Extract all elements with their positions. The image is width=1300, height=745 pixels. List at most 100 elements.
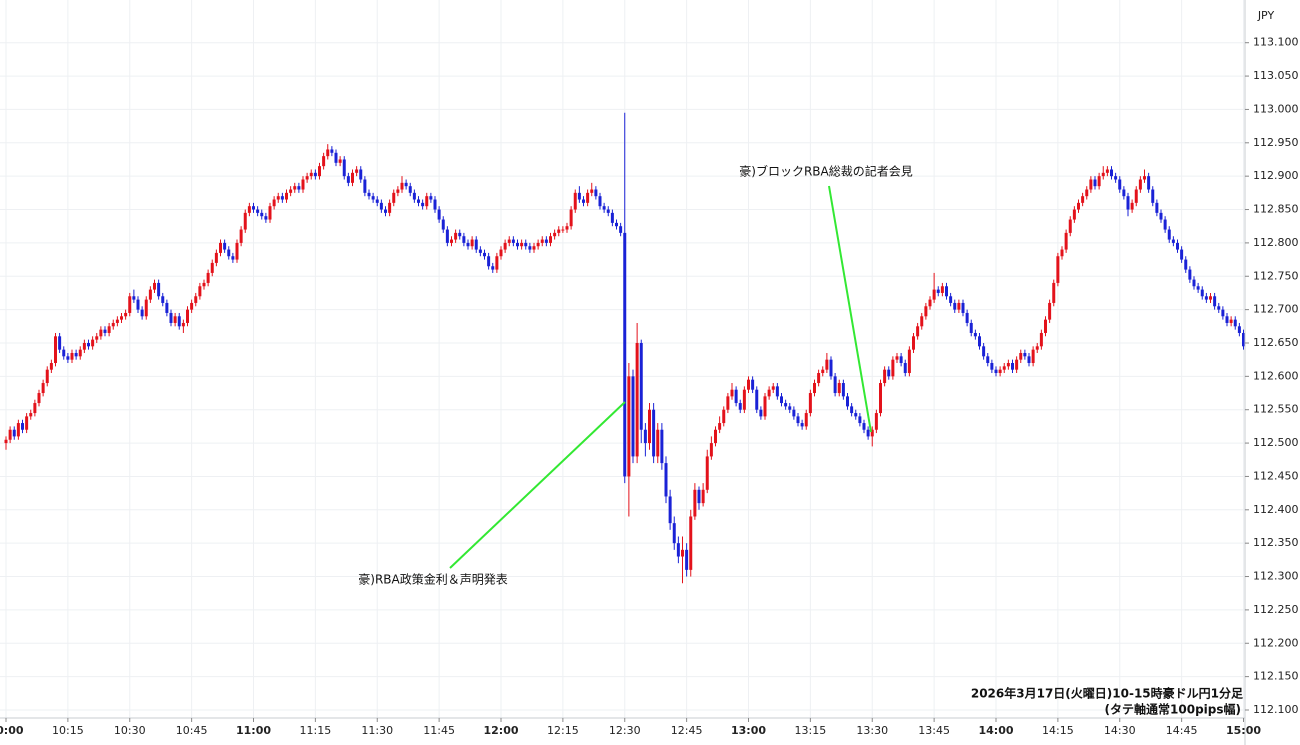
candle-body	[1011, 363, 1014, 370]
candle-body	[58, 336, 62, 350]
candle-body	[437, 209, 441, 220]
candle-body	[940, 286, 944, 293]
candle-body	[1019, 352, 1023, 360]
candle-body	[825, 359, 829, 370]
candle-body	[367, 192, 371, 197]
candle-body	[610, 212, 614, 223]
y-tick-label: 112.650	[1253, 336, 1299, 349]
candle-body	[1064, 232, 1068, 250]
candle-body	[433, 199, 437, 210]
candle-body	[1130, 202, 1134, 210]
candle-body	[478, 249, 482, 253]
candle-body	[1188, 269, 1192, 280]
y-tick-label: 112.550	[1253, 403, 1299, 416]
candle-body	[99, 329, 103, 337]
candle-body	[590, 189, 594, 193]
candle-body	[487, 256, 491, 267]
candle-body	[400, 182, 404, 190]
candle-body	[1176, 242, 1179, 250]
annotation: 豪)RBA政策金利＆声明発表	[358, 572, 507, 587]
candle-body	[829, 359, 833, 377]
candle-body	[775, 386, 779, 397]
candle-body	[297, 186, 301, 190]
candle-body	[1105, 169, 1109, 173]
candle-body	[301, 179, 305, 190]
candle-body	[289, 189, 293, 193]
candle-body	[982, 346, 986, 357]
candle-body	[850, 406, 854, 414]
candle-body	[569, 209, 573, 227]
candle-body	[379, 202, 383, 210]
candle-body	[231, 256, 235, 260]
candle-body	[1002, 366, 1006, 370]
candle-body	[957, 302, 961, 310]
candle-body	[973, 332, 977, 337]
candle-body	[87, 342, 90, 347]
candle-body	[1068, 219, 1072, 233]
candle-body	[483, 252, 486, 257]
candle-body	[945, 286, 948, 297]
candle-body	[854, 413, 858, 417]
annotation: 豪)ブロックRBA総裁の記者会見	[739, 164, 912, 179]
candle-body	[194, 296, 198, 303]
candle-body	[111, 322, 115, 327]
candle-body	[949, 296, 953, 303]
candle-body	[594, 189, 598, 197]
x-tick-label: 12:45	[671, 724, 703, 737]
x-tick-label: 10:45	[176, 724, 208, 737]
candle-body	[759, 409, 763, 417]
candle-body	[511, 239, 515, 243]
candle-body	[623, 232, 627, 477]
x-tick-label: 10:00	[0, 724, 24, 737]
candle-body	[792, 409, 796, 417]
candle-body	[643, 429, 647, 444]
candle-body	[181, 322, 185, 327]
candle-body	[190, 302, 194, 310]
candle-body	[676, 543, 680, 557]
candle-body	[747, 379, 750, 390]
candle-body	[883, 369, 887, 384]
candle-body	[920, 316, 924, 327]
candle-body	[260, 212, 264, 217]
candle-body	[969, 322, 973, 333]
candle-body	[1023, 352, 1027, 357]
x-tick-label: 12:15	[547, 724, 579, 737]
candle-body	[672, 523, 676, 544]
candle-body	[565, 226, 569, 230]
candle-body	[1035, 346, 1039, 350]
y-tick-label: 112.450	[1253, 469, 1299, 482]
x-tick-label: 11:30	[361, 724, 393, 737]
candle-body	[1180, 249, 1184, 260]
candle-body	[808, 393, 812, 414]
candle-body	[693, 489, 697, 517]
y-tick-label: 112.400	[1253, 503, 1299, 516]
candle-body	[334, 152, 338, 163]
candle-body	[635, 342, 639, 457]
grid	[0, 0, 1245, 718]
candle-body	[70, 352, 74, 360]
candle-body	[124, 312, 128, 317]
candle-body	[994, 369, 998, 374]
candle-body	[359, 169, 363, 180]
candle-body	[841, 383, 845, 397]
candle-body	[536, 242, 540, 247]
x-tick-label: 14:45	[1166, 724, 1198, 737]
candle-body	[767, 389, 771, 397]
annotation-line	[828, 185, 872, 433]
candle-body	[784, 403, 788, 407]
candle-body	[573, 192, 577, 210]
candle-body	[631, 376, 635, 457]
candle-body	[412, 192, 416, 200]
candle-body	[103, 329, 107, 333]
candle-body	[862, 423, 866, 430]
candle-body	[8, 429, 12, 440]
candle-body	[577, 192, 581, 200]
candle-body	[1039, 332, 1043, 347]
candle-body	[821, 369, 825, 374]
candle-body	[330, 149, 334, 153]
candle-body	[751, 379, 755, 390]
candle-body	[1085, 189, 1089, 197]
x-tick-label: 14:15	[1042, 724, 1074, 737]
candle-body	[1081, 196, 1085, 203]
candle-body	[697, 489, 701, 504]
